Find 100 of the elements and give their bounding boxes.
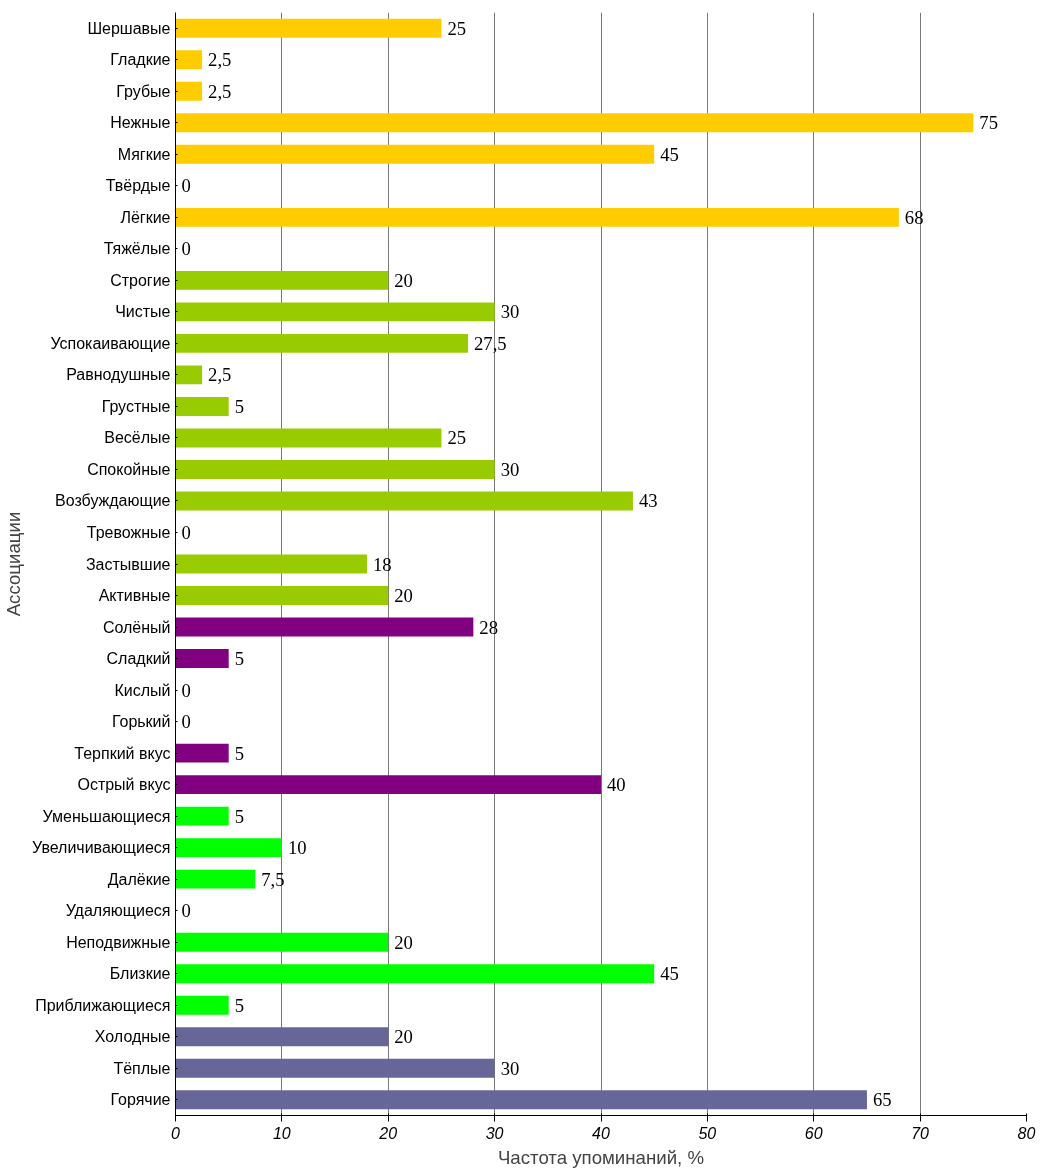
bar	[175, 932, 389, 952]
bar	[175, 396, 229, 416]
data-label: 28	[479, 616, 499, 638]
x-tick-label: 80	[1017, 1124, 1036, 1142]
data-label: 5	[234, 742, 245, 764]
data-label: 40	[607, 774, 626, 796]
data-label: 27,5	[474, 332, 507, 354]
data-label: 30	[500, 301, 520, 323]
y-tick-label: Шершавые	[87, 19, 171, 37]
y-tick-label: Приближающиеся	[35, 996, 171, 1014]
y-tick-label: Острый вкус	[77, 776, 171, 794]
x-tick-label: 10	[272, 1124, 291, 1142]
x-tick-label: 0	[171, 1124, 181, 1142]
bar	[175, 18, 442, 38]
data-label: 0	[181, 175, 191, 197]
bar	[175, 113, 974, 133]
data-label: 2,5	[208, 49, 232, 71]
y-tick-label: Тяжёлые	[103, 240, 171, 258]
data-label: 5	[234, 805, 245, 827]
data-label: 25	[447, 427, 467, 449]
bar	[175, 81, 203, 101]
bar	[175, 838, 282, 858]
bar	[175, 869, 256, 889]
y-tick-label: Возбуждающие	[55, 492, 171, 510]
x-axis-title: Частота упоминаний, %	[497, 1146, 705, 1168]
y-tick-label: Горький	[111, 713, 171, 731]
data-label: 30	[500, 458, 520, 480]
x-tick-label: 70	[911, 1124, 930, 1142]
y-tick-label: Гладкие	[110, 51, 171, 69]
data-label: 0	[181, 238, 191, 260]
bar	[175, 995, 229, 1015]
bar	[175, 554, 367, 574]
data-label: 45	[660, 143, 679, 165]
bar	[175, 964, 655, 984]
data-label: 0	[181, 521, 191, 543]
y-tick-label: Тёплые	[113, 1059, 171, 1077]
data-label: 20	[394, 931, 413, 953]
bar	[175, 333, 469, 353]
y-tick-label: Холодные	[94, 1028, 171, 1046]
y-tick-label: Строгие	[110, 271, 171, 289]
bar	[175, 302, 495, 322]
y-tick-label: Горячие	[110, 1091, 171, 1109]
y-tick-label: Лёгкие	[120, 208, 171, 226]
data-label: 20	[394, 1026, 413, 1048]
y-tick-label: Активные	[98, 587, 171, 605]
data-label: 25	[447, 17, 467, 39]
data-label: 5	[234, 648, 245, 670]
y-axis-title: Ассоциации	[3, 511, 25, 617]
bar	[175, 1027, 389, 1047]
y-tick-label: Успокаивающие	[50, 334, 171, 352]
bar	[175, 1058, 495, 1078]
y-tick-label: Удаляющиеся	[65, 902, 171, 920]
x-tick-label: 30	[485, 1124, 504, 1142]
y-tick-label: Весёлые	[104, 429, 171, 447]
x-tick-label: 60	[804, 1124, 823, 1142]
y-tick-label: Грустные	[101, 397, 171, 415]
data-label: 7,5	[261, 868, 285, 890]
data-label: 20	[394, 585, 413, 607]
data-label: 68	[904, 206, 924, 228]
y-tick-label: Солёный	[102, 618, 171, 636]
y-tick-label: Терпкий вкус	[74, 744, 171, 762]
x-tick-label: 20	[378, 1124, 398, 1142]
data-label: 18	[372, 553, 392, 575]
data-label: 10	[287, 837, 307, 859]
data-label: 2,5	[208, 364, 232, 386]
data-label: 5	[234, 395, 245, 417]
data-label: 43	[638, 490, 658, 512]
bar	[175, 1090, 867, 1110]
bar	[175, 207, 899, 227]
y-tick-label: Мягкие	[117, 145, 171, 163]
data-label: 30	[500, 1057, 520, 1079]
data-label: 0	[181, 679, 191, 701]
bar	[175, 428, 442, 448]
x-tick-label: 50	[698, 1124, 717, 1142]
data-label: 45	[660, 963, 679, 985]
y-tick-label: Близкие	[109, 965, 171, 983]
data-label: 2,5	[208, 80, 232, 102]
y-tick-label: Уменьшающиеся	[42, 807, 171, 825]
data-label: 20	[394, 269, 413, 291]
bar	[175, 460, 495, 479]
bar	[175, 743, 229, 763]
bar	[175, 586, 389, 605]
bar	[175, 50, 203, 70]
data-label: 65	[872, 1089, 892, 1111]
data-label: 0	[181, 711, 191, 733]
data-label: 0	[181, 900, 191, 922]
x-tick-label: 40	[592, 1124, 610, 1142]
bar	[175, 270, 389, 290]
data-label: 5	[234, 994, 245, 1016]
bar	[175, 617, 474, 637]
y-tick-label: Сладкий	[106, 650, 171, 668]
y-tick-label: Чистые	[115, 303, 171, 321]
bar	[175, 144, 655, 164]
y-tick-label: Увеличивающиеся	[32, 839, 171, 857]
y-tick-label: Неподвижные	[66, 933, 171, 951]
data-label: 75	[979, 112, 998, 134]
y-tick-label: Тревожные	[86, 523, 171, 541]
bar	[175, 806, 229, 826]
y-tick-label: Далёкие	[107, 870, 171, 888]
y-tick-label: Твёрдые	[105, 177, 171, 195]
